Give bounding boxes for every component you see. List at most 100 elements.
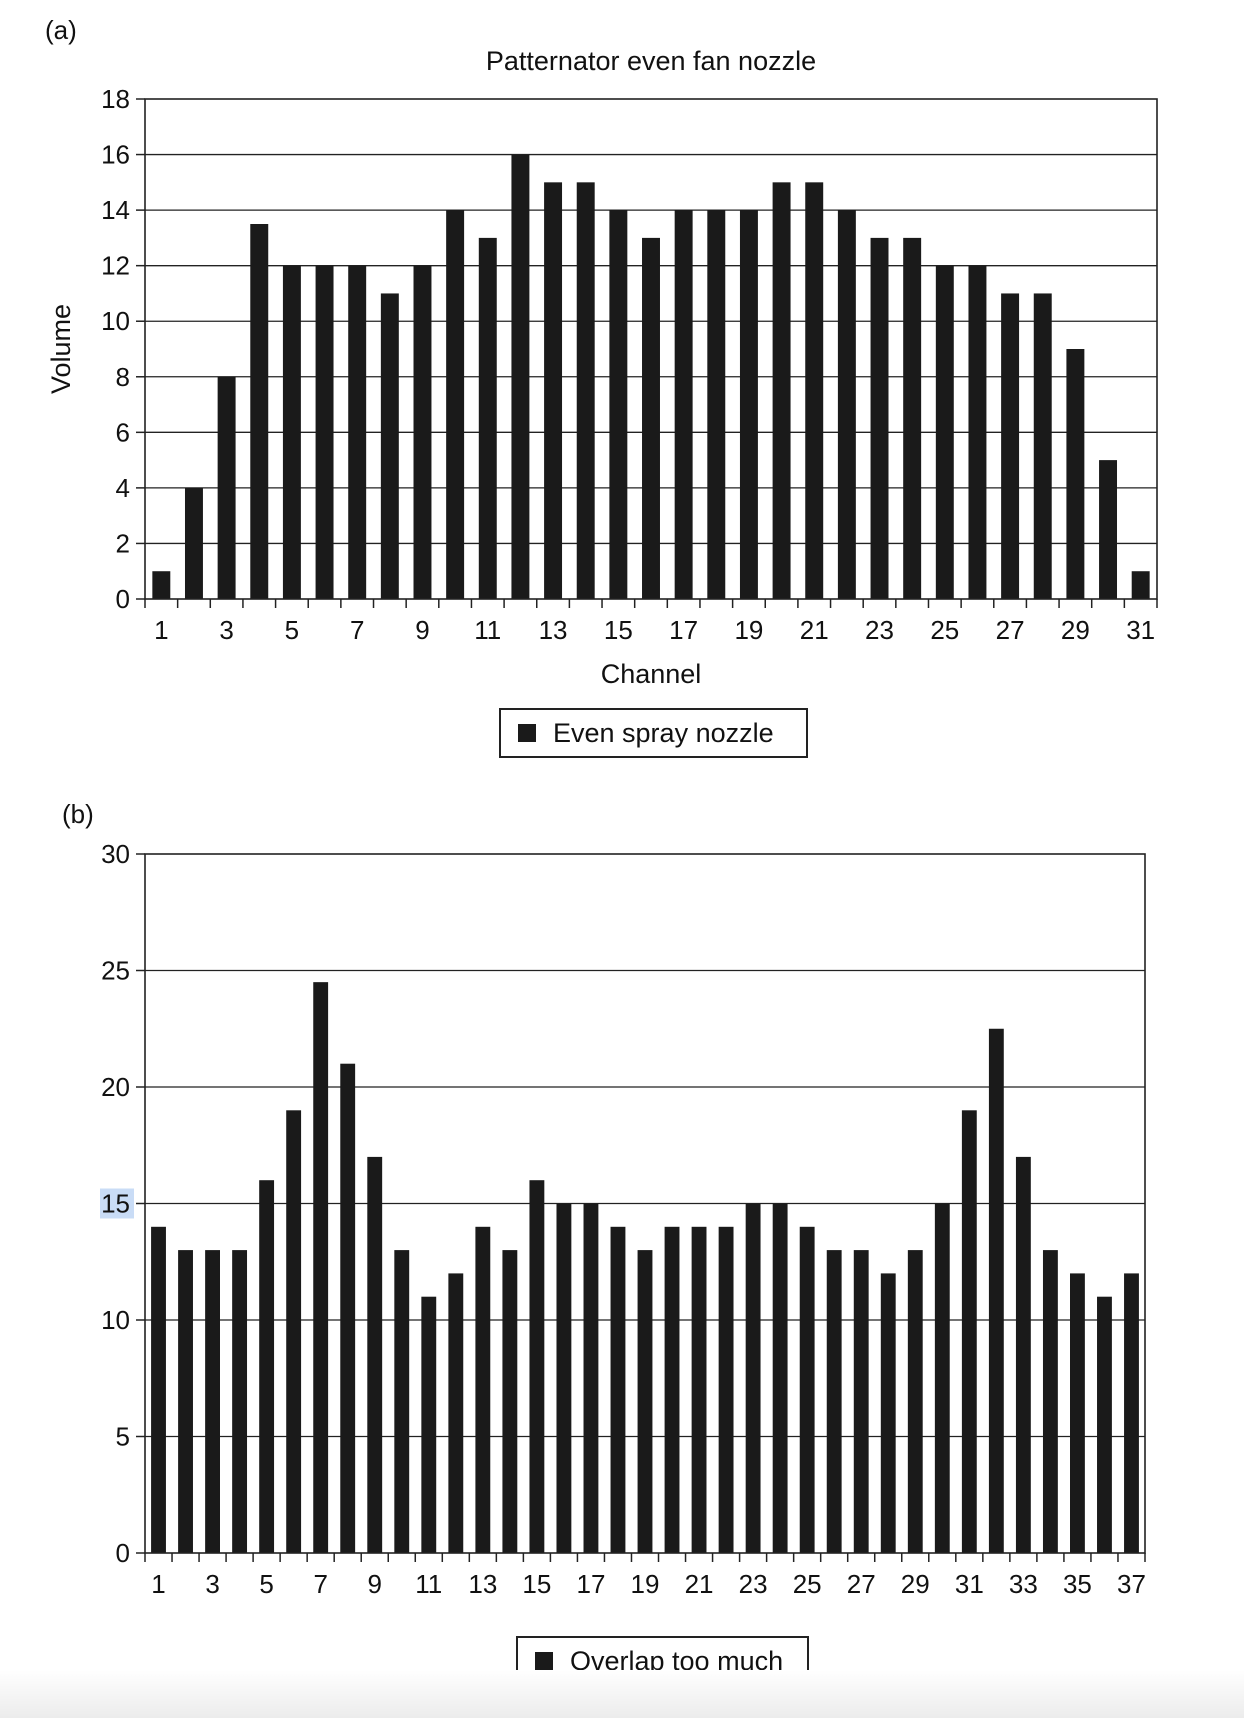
- bar: [502, 1250, 518, 1553]
- bar: [853, 1250, 869, 1553]
- bar: [968, 265, 987, 599]
- y-tick-label: 18: [101, 84, 130, 114]
- bar: [1066, 349, 1085, 599]
- bar: [259, 1180, 275, 1553]
- y-axis-title: Volume: [46, 304, 76, 394]
- bar: [837, 210, 856, 599]
- bar: [205, 1250, 220, 1553]
- y-tick-label: 0: [116, 1538, 130, 1568]
- bar: [286, 1110, 302, 1553]
- bar: [961, 1110, 977, 1553]
- bar: [282, 265, 301, 599]
- x-tick-label: 17: [576, 1569, 605, 1599]
- bar: [799, 1226, 815, 1553]
- x-tick-label: 11: [415, 1569, 442, 1599]
- legend: Even spray nozzle: [499, 708, 808, 758]
- x-tick-label: 29: [1061, 615, 1090, 645]
- bar: [313, 982, 329, 1553]
- chart-a: (a)Patternator even fan nozzle0246810121…: [45, 15, 1158, 758]
- y-tick-label: 12: [101, 251, 130, 281]
- panel-label: (a): [45, 15, 77, 45]
- x-axis-title: Channel: [601, 659, 702, 689]
- bar: [739, 210, 758, 599]
- bar: [718, 1226, 734, 1553]
- legend-swatch: [535, 1652, 553, 1670]
- x-tick-label: 19: [631, 1569, 660, 1599]
- bar: [870, 237, 889, 599]
- bar: [826, 1250, 842, 1553]
- x-tick-label: 25: [930, 615, 959, 645]
- y-tick-label: 25: [101, 956, 130, 986]
- x-tick-label: 5: [285, 615, 299, 645]
- plot-frame: [144, 853, 1146, 1554]
- bar: [772, 1203, 788, 1553]
- y-tick-label: 4: [116, 473, 130, 503]
- bar: [1097, 1296, 1112, 1553]
- bar: [511, 154, 530, 600]
- bar: [446, 210, 465, 599]
- bar: [707, 210, 726, 599]
- bar: [610, 1226, 626, 1553]
- plot-frame: [144, 98, 1158, 600]
- bar: [448, 1273, 464, 1553]
- legend-box: [499, 708, 808, 758]
- bar: [576, 182, 595, 600]
- bar: [674, 210, 693, 599]
- y-tick-label: 8: [116, 362, 130, 392]
- bar: [340, 1063, 356, 1553]
- bar: [903, 237, 922, 599]
- bar: [556, 1203, 572, 1553]
- bar: [805, 182, 824, 600]
- bar: [152, 571, 171, 599]
- chart-title: Patternator even fan nozzle: [486, 46, 816, 76]
- x-tick-label: 3: [219, 615, 233, 645]
- x-tick-label: 29: [901, 1569, 930, 1599]
- bar: [1099, 460, 1118, 599]
- bar: [1131, 571, 1150, 599]
- x-tick-label: 23: [865, 615, 894, 645]
- x-tick-label: 13: [539, 615, 568, 645]
- bar: [367, 1156, 383, 1553]
- bar: [583, 1203, 599, 1553]
- bar: [394, 1250, 410, 1553]
- x-tick-label: 23: [739, 1569, 768, 1599]
- bar: [478, 237, 497, 599]
- bar: [380, 293, 399, 599]
- x-tick-label: 13: [468, 1569, 497, 1599]
- bar: [178, 1250, 193, 1553]
- legend-label: Even spray nozzle: [553, 718, 774, 748]
- bar: [772, 182, 791, 600]
- bar: [880, 1273, 896, 1553]
- bar: [907, 1250, 923, 1553]
- x-tick-label: 27: [847, 1569, 876, 1599]
- bar: [1033, 293, 1052, 599]
- bar: [544, 182, 563, 600]
- x-tick-label: 1: [151, 1569, 165, 1599]
- bar: [1001, 293, 1020, 599]
- x-tick-label: 15: [604, 615, 633, 645]
- x-tick-label: 15: [522, 1569, 551, 1599]
- x-tick-label: 31: [955, 1569, 984, 1599]
- x-tick-label: 37: [1117, 1569, 1146, 1599]
- bar: [745, 1203, 761, 1553]
- bar: [934, 1203, 950, 1553]
- bar: [184, 487, 203, 599]
- bar: [315, 265, 334, 599]
- bar: [637, 1250, 653, 1553]
- y-tick-label: 5: [116, 1422, 130, 1452]
- bar: [529, 1180, 545, 1553]
- x-tick-label: 19: [734, 615, 763, 645]
- bottom-shadow: [0, 1670, 1244, 1718]
- bar: [988, 1028, 1004, 1553]
- bar: [664, 1226, 680, 1553]
- bar: [935, 265, 954, 599]
- x-tick-label: 3: [205, 1569, 219, 1599]
- bar: [1070, 1273, 1085, 1553]
- x-tick-label: 7: [350, 615, 364, 645]
- legend-swatch: [518, 724, 536, 742]
- x-tick-label: 31: [1126, 615, 1155, 645]
- bar: [1124, 1273, 1139, 1553]
- x-tick-label: 33: [1009, 1569, 1038, 1599]
